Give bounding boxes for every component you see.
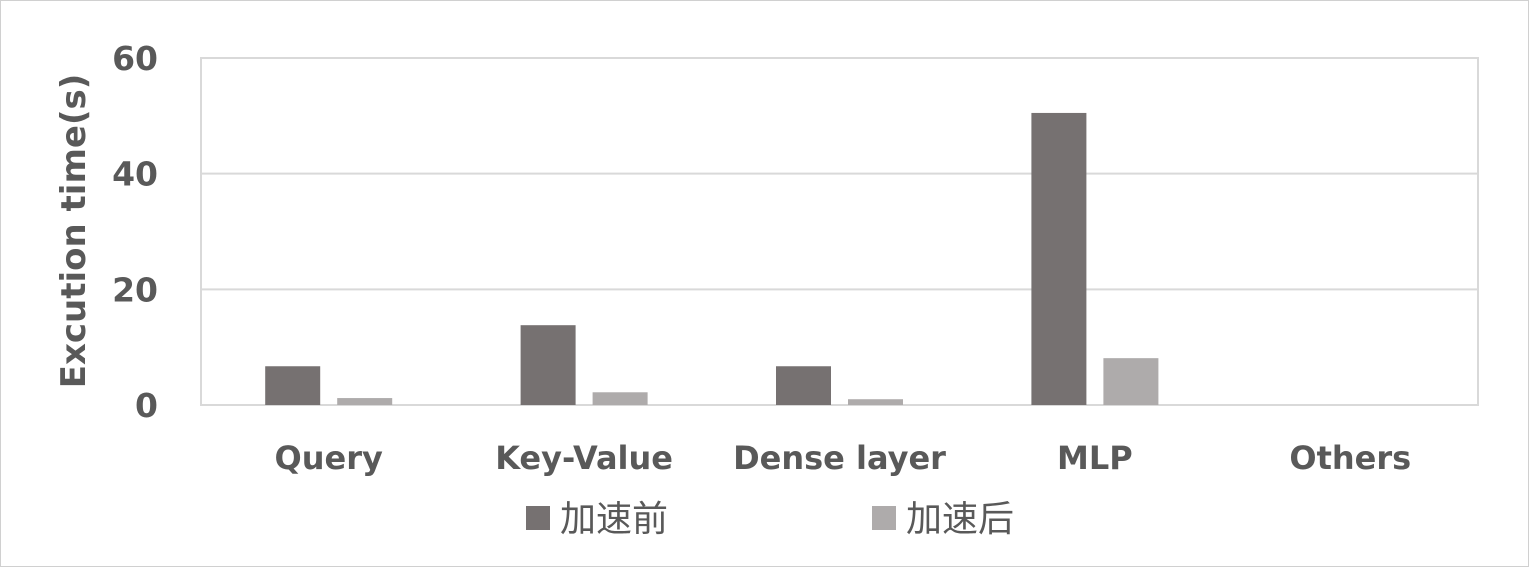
legend-swatch	[526, 506, 550, 530]
x-category-label: Key-Value	[495, 439, 673, 477]
bar-before	[265, 366, 321, 405]
bar-after	[1103, 358, 1159, 405]
bars	[265, 112, 1159, 406]
x-category-label: Query	[275, 439, 383, 477]
gridlines	[201, 172, 1478, 406]
bar-before	[520, 325, 576, 405]
y-axis-ticks: 0 20 40 60	[112, 39, 158, 425]
legend: 加速前 加速后	[526, 499, 1014, 540]
y-tick-label: 20	[112, 270, 158, 309]
bar-after	[337, 398, 393, 405]
legend-label: 加速后	[906, 499, 1014, 540]
y-tick-label: 60	[112, 39, 158, 78]
y-tick-label: 40	[112, 155, 158, 194]
x-category-label: MLP	[1057, 439, 1133, 477]
x-axis-categories: Query Key-Value Dense layer MLP Others	[275, 439, 1412, 477]
y-axis-title: Excution time(s)	[54, 74, 94, 389]
y-tick-label: 0	[135, 386, 158, 425]
bar-after	[592, 392, 648, 405]
bar-before	[776, 366, 831, 405]
legend-label: 加速前	[560, 499, 668, 540]
x-category-label: Dense layer	[733, 439, 946, 477]
plot-area	[200, 57, 1479, 406]
bar-before	[1031, 112, 1087, 406]
x-category-label: Others	[1289, 439, 1411, 477]
legend-swatch	[872, 506, 896, 530]
bar-after	[848, 399, 903, 405]
